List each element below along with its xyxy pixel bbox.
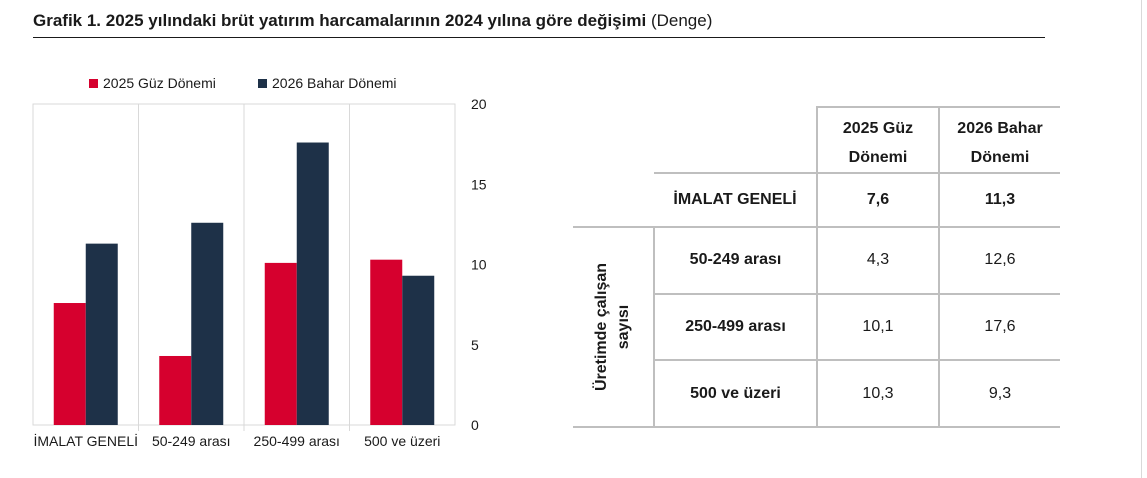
data-table: 2025 Güz Dönemi 2026 Bahar Dönemi İMALAT… [573,106,1060,428]
table-cell-v1: 4,3 [816,226,939,294]
table-cell-general-v2: 11,3 [938,172,1060,227]
chart-subtitle: (Denge) [650,11,713,30]
y-tick-label: 5 [471,337,479,353]
bar-series-1 [264,262,297,425]
chart-title-main: Grafik 1. 2025 yılındaki brüt yatırım ha… [33,11,647,30]
legend-item-series-2: 2026 Bahar Dönemi [258,75,397,91]
table-header-series-2: 2026 Bahar Dönemi [938,106,1060,173]
legend-label-series-2: 2026 Bahar Dönemi [272,75,397,91]
table-cell-v2: 9,3 [938,359,1060,428]
bar-series-2 [85,243,118,425]
legend-swatch-series-2 [258,78,267,88]
legend-swatch-series-1 [89,78,98,88]
x-tick-label: 50-249 arası [152,433,231,449]
y-tick-label: 20 [471,96,487,112]
page-edge-rule [1141,0,1142,478]
table-group-cell: Üretimde çalışan sayısı [573,226,654,428]
y-tick-label: 0 [471,417,479,433]
table-row-label: 50-249 arası [653,226,817,294]
bar-series-2 [296,142,329,425]
table-corner-cell [654,107,817,173]
bar-series-2 [191,222,224,425]
bar-series-1 [370,259,403,425]
bar-series-1 [53,303,86,425]
table-group-label: Üretimde çalışan sayısı [593,262,632,392]
table-header-series-1: 2025 Güz Dönemi [816,106,939,173]
chart-title: Grafik 1. 2025 yılındaki brüt yatırım ha… [33,11,1045,38]
x-tick-label: İMALAT GENELİ [33,432,138,449]
bar-series-1 [159,355,192,425]
y-tick-label: 15 [471,176,487,192]
legend-item-series-1: 2025 Güz Dönemi [89,75,216,91]
bar-chart: 0 5 10 15 20 İMALAT GENELİ 50-249 arası 250-499… [32,96,487,449]
table-cell-general-v1: 7,6 [816,172,939,227]
table-cell-v1: 10,1 [816,292,939,361]
table-cell-v2: 12,6 [938,226,1060,294]
table-empty-cell [573,173,654,227]
table-cell-v1: 10,3 [816,359,939,428]
table-cell-v2: 17,6 [938,292,1060,361]
legend-label-series-1: 2025 Güz Dönemi [103,75,216,91]
table-row-label: 250-499 arası [653,292,817,361]
x-tick-label: 250-499 arası [254,433,340,449]
y-tick-label: 10 [471,257,487,273]
table-row-label: 500 ve üzeri [653,359,817,428]
table-corner-cell [573,107,654,173]
x-tick-label: 500 ve üzeri [364,433,440,449]
table-row-label-general: İMALAT GENELİ [654,172,817,227]
bar-series-2 [402,275,435,425]
